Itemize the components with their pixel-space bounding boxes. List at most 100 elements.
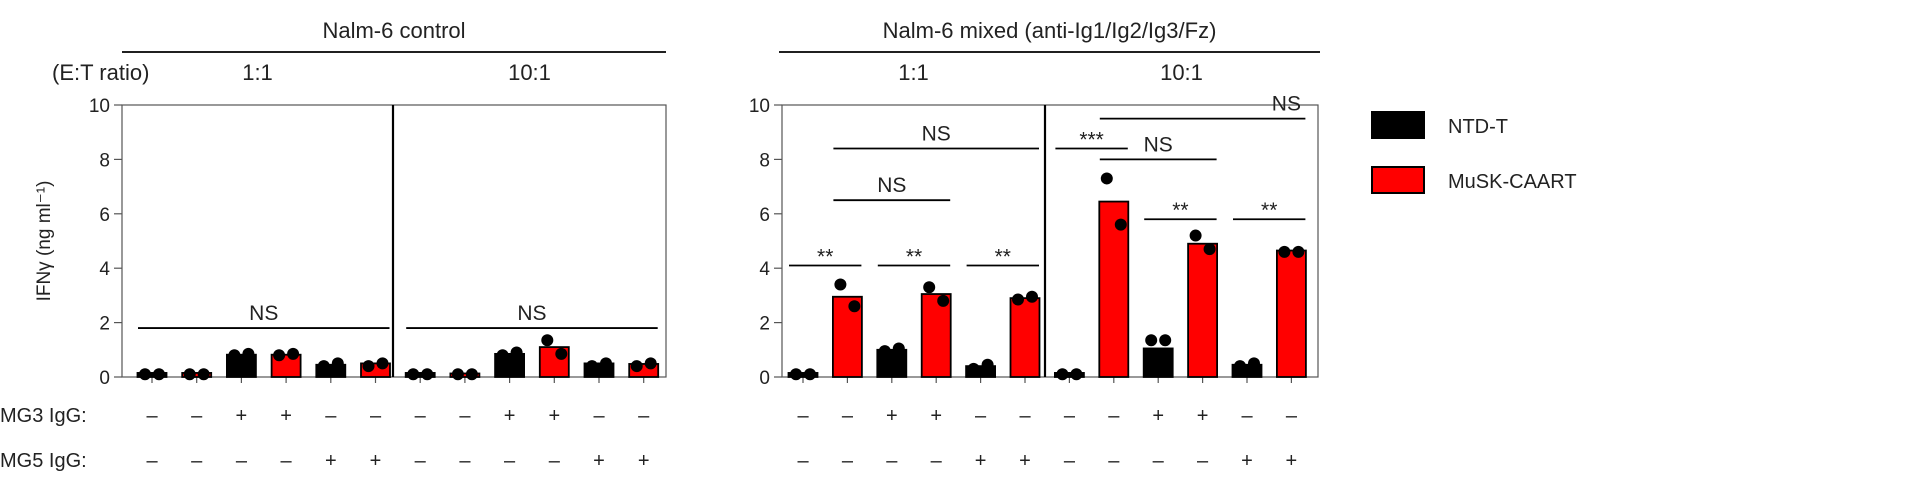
panel-title: Nalm-6 mixed (anti-Ig1/Ig2/Ig3/Fz) (883, 18, 1217, 43)
data-point (451, 368, 464, 381)
condition-symbol: – (146, 450, 158, 472)
data-point (1070, 368, 1083, 381)
data-point (1145, 334, 1158, 347)
condition-symbol: – (1019, 405, 1031, 427)
data-point (937, 294, 950, 307)
condition-symbol: – (1064, 405, 1076, 427)
y-tick-label: 8 (99, 150, 110, 171)
bar (1009, 297, 1041, 378)
data-point (1292, 245, 1305, 258)
data-point (790, 368, 802, 381)
condition-symbol: – (797, 405, 809, 427)
bar (1142, 347, 1174, 378)
data-point (1248, 357, 1260, 370)
panel-title: Nalm-6 control (322, 18, 465, 43)
bar (181, 372, 213, 378)
y-tick-label: 4 (759, 259, 770, 280)
bar (1276, 249, 1307, 378)
condition-symbol: + (886, 405, 898, 427)
legend-label: NTD-T (1448, 116, 1508, 138)
legend-label: MuSK-CAART (1448, 171, 1577, 193)
bars (136, 200, 1307, 378)
condition-symbol: – (1064, 450, 1076, 472)
condition-symbol: – (415, 405, 427, 427)
data-point (878, 345, 891, 358)
data-point (541, 334, 554, 347)
significance-label: ** (1261, 199, 1277, 222)
y-tick-label: 10 (749, 96, 770, 117)
condition-symbol: – (1108, 405, 1120, 427)
data-point (600, 357, 612, 370)
ratio-label: 10:1 (1160, 60, 1203, 85)
data-points (139, 172, 1305, 381)
data-point (892, 342, 905, 355)
condition-symbol: + (1197, 405, 1209, 427)
condition-symbol: + (1152, 405, 1164, 427)
y-tick-label: 10 (89, 96, 110, 117)
bar (136, 372, 168, 378)
condition-symbol: – (281, 450, 293, 472)
y-tick-label: 6 (99, 205, 110, 226)
data-point (510, 346, 523, 359)
ratio-label: 1:1 (898, 60, 929, 85)
bar (1098, 200, 1130, 378)
condition-symbol: + (548, 405, 560, 427)
significance-label: NS (517, 302, 546, 325)
data-point (630, 360, 643, 373)
legend-swatch (1371, 166, 1425, 194)
data-point (153, 368, 165, 381)
significance-label: ** (817, 245, 833, 268)
condition-symbol: – (1108, 450, 1120, 472)
condition-symbol: – (593, 405, 605, 427)
condition-symbol: – (459, 405, 471, 427)
y-tick-label: 2 (759, 314, 770, 335)
data-point (1012, 293, 1024, 306)
significance-label: NS (922, 123, 951, 146)
condition-rows: – – + + – – – – + + – – – – – – + + – – – – + + – – + + – – – – + + – – – – – –… (0, 405, 1298, 472)
data-point (242, 347, 255, 360)
data-point (1056, 368, 1069, 381)
data-point (967, 362, 980, 375)
condition-symbol: + (1241, 450, 1253, 472)
bar (404, 372, 436, 378)
data-point (848, 300, 861, 313)
condition-symbol: + (975, 450, 987, 472)
bar (920, 293, 952, 378)
data-point (465, 368, 478, 381)
plot-frame (781, 104, 1319, 378)
data-point (1203, 243, 1216, 256)
data-point (1100, 172, 1113, 185)
condition-symbol: + (504, 405, 516, 427)
data-point (183, 368, 196, 381)
ratio-axis-label: (E:T ratio) (52, 60, 149, 85)
legend-swatch (1371, 111, 1425, 139)
legend: NTD-T MuSK-CAART (1371, 111, 1577, 194)
condition-symbol: – (504, 450, 516, 472)
condition-label: MG3 IgG: (0, 405, 87, 427)
y-tick-label: 6 (759, 205, 770, 226)
condition-symbol: – (842, 450, 854, 472)
significance-label: NS (1144, 133, 1173, 156)
data-point (228, 349, 241, 362)
condition-symbol: + (638, 450, 650, 472)
data-point (923, 281, 936, 294)
condition-symbol: – (842, 405, 854, 427)
data-point (644, 357, 657, 370)
y-tick-label: 2 (99, 314, 110, 335)
y-tick-label: 0 (759, 368, 770, 389)
y-tick-label: 4 (99, 259, 110, 280)
data-point (362, 360, 375, 373)
axes: IFNγ (ng ml⁻¹) 0 2 4 6 8 10 0 2 4 6 8 10 (34, 96, 1319, 389)
condition-symbol: – (975, 405, 987, 427)
data-point (981, 358, 994, 371)
condition-symbol: + (236, 405, 248, 427)
significance-label: ** (906, 245, 922, 268)
bar (965, 365, 996, 378)
condition-symbol: + (1019, 450, 1031, 472)
data-point (1159, 334, 1172, 347)
data-point (586, 360, 598, 373)
ratio-label: 10:1 (508, 60, 551, 85)
data-point (1189, 229, 1202, 242)
condition-symbol: – (325, 405, 337, 427)
data-point (317, 360, 330, 373)
